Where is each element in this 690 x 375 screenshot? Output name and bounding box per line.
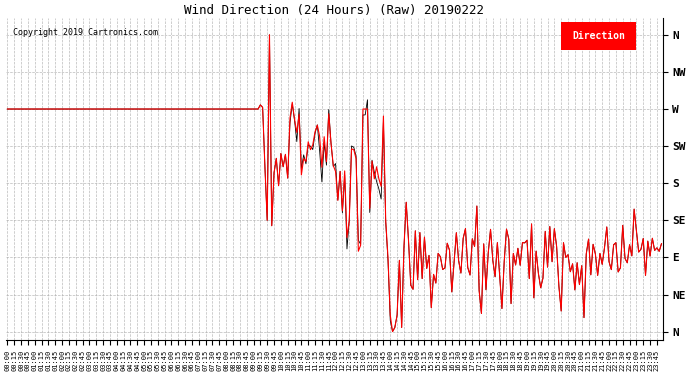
Title: Wind Direction (24 Hours) (Raw) 20190222: Wind Direction (24 Hours) (Raw) 20190222 xyxy=(184,4,484,17)
Text: Copyright 2019 Cartronics.com: Copyright 2019 Cartronics.com xyxy=(13,28,158,37)
